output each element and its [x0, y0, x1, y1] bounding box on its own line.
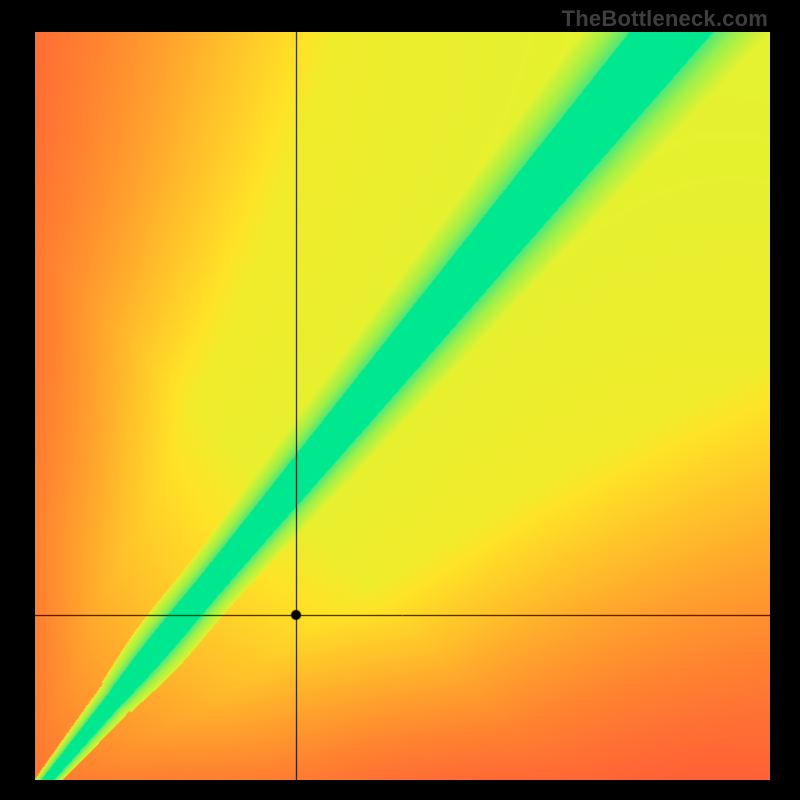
- chart-container: TheBottleneck.com: [0, 0, 800, 800]
- watermark-text: TheBottleneck.com: [562, 6, 768, 32]
- bottleneck-heatmap: [35, 32, 770, 780]
